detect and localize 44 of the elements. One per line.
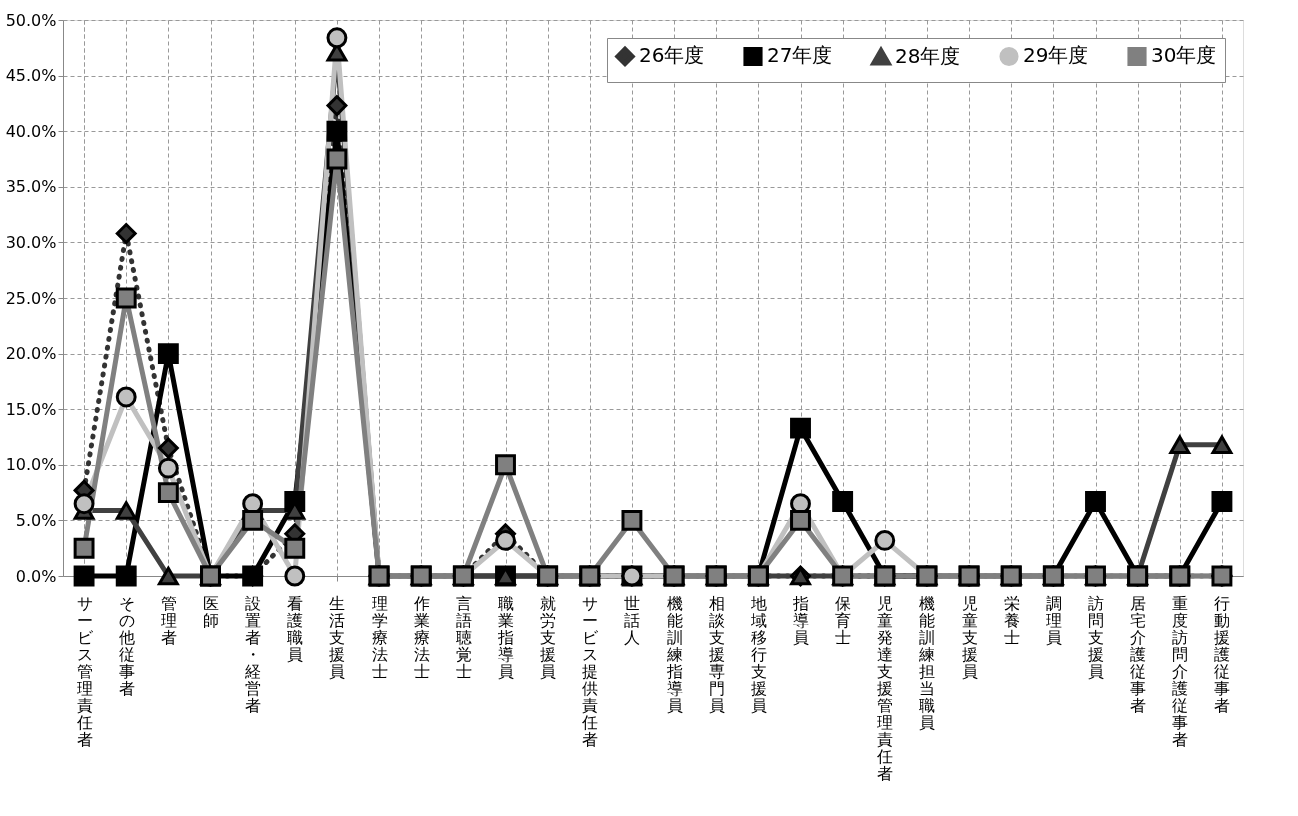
x-tick-label: 居宅介護従事者	[1130, 593, 1147, 715]
legend-label: 30年度	[1151, 43, 1217, 68]
x-tick-label: 作業療法士	[412, 593, 430, 681]
legend-label: 26年度	[639, 43, 705, 68]
x-tick-label: 調理員	[1045, 593, 1062, 647]
x-tick-label: 行動援護従事者	[1214, 593, 1231, 715]
x-tick-label: 理学療法士	[371, 593, 388, 681]
x-tick-label: 看護職員	[287, 593, 304, 664]
category-label: サービス提供責任者	[582, 593, 599, 749]
category-label: 重度訪問介護従事者	[1172, 593, 1189, 749]
y-tick-label: 0.0%	[15, 566, 57, 586]
x-tick-label: 相談支援専門員	[708, 593, 725, 715]
y-tick-label: 25.0%	[5, 288, 57, 308]
legend-label: 29年度	[1023, 43, 1089, 68]
category-label: サービス管理責任者	[76, 593, 93, 749]
x-tick-label: 訪問支援員	[1088, 593, 1104, 681]
x-tick-label: 児童支援員	[961, 593, 978, 681]
y-tick-label: 10.0%	[5, 455, 57, 475]
x-tick-label: 保育士	[835, 593, 852, 647]
legend-label: 27年度	[767, 43, 833, 68]
legend-label: 28年度	[895, 43, 961, 68]
y-tick-label: 35.0%	[5, 177, 57, 197]
x-tick-label: その他従事者	[118, 593, 135, 698]
y-tick-label: 5.0%	[15, 510, 57, 530]
x-tick-label: 指導員	[792, 593, 809, 647]
category-label: 児童発達支援管理責任者	[877, 593, 894, 783]
x-tick-label: 地域移行支援員	[749, 593, 767, 715]
y-tick-label: 40.0%	[5, 121, 57, 141]
x-tick-label: 生活支援員	[329, 593, 346, 681]
x-tick-label: 職業指導員	[497, 593, 514, 681]
y-tick-label: 50.0%	[5, 10, 57, 30]
y-tick-label: 15.0%	[5, 399, 57, 419]
x-tick-label: 就労支援員	[540, 593, 557, 681]
y-tick-label: 30.0%	[5, 232, 57, 252]
x-tick-label: 管理者	[160, 593, 177, 647]
y-tick-label: 20.0%	[5, 344, 57, 364]
x-tick-label: 言語聴覚士	[455, 593, 472, 681]
y-tick-label: 45.0%	[5, 66, 57, 86]
x-tick-label: 世話人	[624, 593, 641, 647]
x-tick-label: 医師	[203, 593, 219, 630]
x-tick-label: 機能訓練指導員	[665, 593, 683, 715]
x-tick-label: 設置者・経営者	[244, 593, 262, 715]
x-tick-label: 機能訓練担当職員	[918, 593, 936, 732]
x-tick-label: 栄養士	[1003, 593, 1020, 647]
